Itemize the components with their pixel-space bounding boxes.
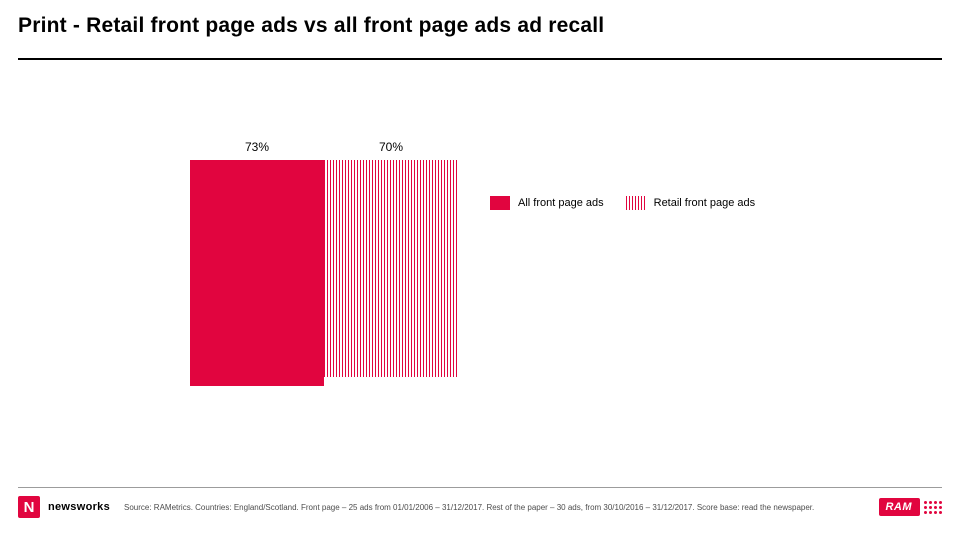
bar-label-0: 73%	[245, 140, 269, 154]
bars-container: 73% 70%	[190, 140, 458, 470]
bar-chart: 73% 70%	[190, 140, 458, 470]
legend-item-0: All front page ads	[490, 196, 604, 210]
newsworks-icon: N	[18, 496, 40, 518]
bar-group-1: 70%	[324, 140, 458, 470]
source-text: Source: RAMetrics. Countries: England/Sc…	[110, 503, 879, 512]
legend-label-0: All front page ads	[518, 197, 604, 209]
bar-label-1: 70%	[379, 140, 403, 154]
legend-swatch-hatched	[626, 196, 646, 210]
ram-logo: RAM	[879, 498, 942, 516]
bar-0	[190, 160, 324, 386]
ram-dots-icon	[924, 501, 942, 514]
legend: All front page ads Retail front page ads	[490, 196, 755, 210]
newsworks-label: newsworks	[48, 501, 110, 513]
divider-bottom	[18, 487, 942, 488]
page-title: Print - Retail front page ads vs all fro…	[0, 0, 960, 48]
divider-top	[18, 58, 942, 60]
bar-1	[324, 160, 458, 377]
legend-swatch-solid	[490, 196, 510, 210]
footer-left: N newsworks	[18, 496, 110, 518]
ram-logo-text: RAM	[879, 498, 920, 516]
footer: N newsworks Source: RAMetrics. Countries…	[18, 496, 942, 518]
bar-group-0: 73%	[190, 140, 324, 470]
legend-label-1: Retail front page ads	[654, 197, 756, 209]
legend-item-1: Retail front page ads	[626, 196, 756, 210]
